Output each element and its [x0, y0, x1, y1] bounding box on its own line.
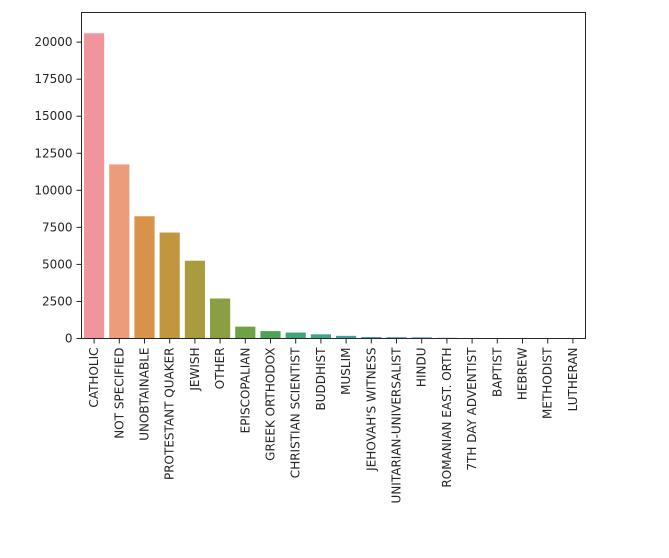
x-tick-label: CHRISTIAN SCIENTIST	[289, 347, 303, 478]
x-tick-label: HINDU	[415, 348, 429, 388]
y-tick-label: 15000	[34, 109, 72, 123]
bar-9	[285, 332, 306, 339]
plot-frame	[81, 12, 586, 339]
x-tick-label: JEWISH	[188, 348, 202, 392]
x-tick-label: BUDDHIST	[314, 347, 328, 411]
bar-14	[411, 337, 432, 339]
bar-5	[184, 260, 205, 339]
x-tick-label: UNOBTAINABLE	[138, 348, 152, 441]
x-tick-label: MUSLIM	[339, 348, 353, 395]
x-tick-label: JEHOVAH'S WITNESS	[364, 348, 378, 472]
y-tick-label: 7500	[42, 220, 73, 234]
bar-8	[260, 331, 281, 339]
x-tick-label: UNITARIAN-UNIVERSALIST	[390, 347, 404, 504]
x-tick-label: EPISCOPALIAN	[238, 348, 252, 434]
bar-12	[361, 337, 382, 339]
bar-11	[336, 335, 357, 339]
x-tick-label: NOT SPECIFIED	[112, 348, 126, 439]
bar-6	[210, 298, 231, 339]
bar-2	[109, 164, 130, 339]
x-tick-label: LUTHERAN	[566, 348, 580, 412]
x-tick-label: PROTESTANT QUAKER	[163, 348, 177, 481]
y-tick-label: 0	[65, 332, 73, 346]
x-tick-label: 7TH DAY ADVENTIST	[465, 347, 479, 471]
x-tick-label: HEBREW	[516, 347, 530, 400]
y-tick-label: 12500	[34, 146, 72, 160]
x-tick-label: METHODIST	[541, 347, 555, 419]
bar-13	[386, 337, 407, 339]
bar-1	[84, 33, 105, 339]
x-tick-label: ROMANIAN EAST. ORTH	[440, 348, 454, 488]
x-axis: CATHOLIC NOT SPECIFIED UNOBTAINABLE PROTEST…	[87, 338, 580, 504]
x-tick-label: OTHER	[213, 348, 227, 390]
y-axis: 0 2500 5000 7500 10000 12500 15000 17500 20000	[34, 35, 82, 346]
y-tick-label: 10000	[34, 183, 72, 197]
bar-10	[310, 334, 331, 339]
bar-3	[134, 216, 155, 339]
bars-group	[84, 33, 583, 339]
y-tick-label: 20000	[34, 35, 72, 49]
y-tick-label: 2500	[42, 294, 73, 308]
y-tick-label: 5000	[42, 257, 73, 271]
y-tick-label: 17500	[34, 72, 72, 86]
bar-7	[235, 326, 256, 339]
x-tick-label: GREEK ORTHODOX	[264, 348, 278, 461]
x-tick-label: BAPTIST	[490, 347, 504, 397]
x-tick-label: CATHOLIC	[87, 348, 101, 408]
bar-4	[159, 232, 180, 339]
